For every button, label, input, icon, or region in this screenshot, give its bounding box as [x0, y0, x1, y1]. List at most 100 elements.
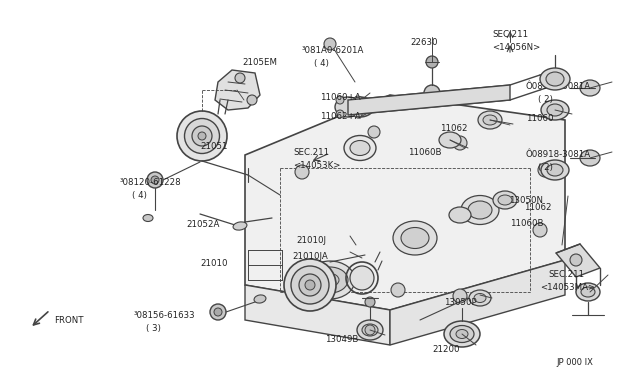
Ellipse shape	[547, 164, 563, 176]
Text: ( 3): ( 3)	[146, 324, 161, 333]
Text: 21010JA: 21010JA	[292, 252, 328, 261]
Text: 11060B: 11060B	[510, 219, 543, 228]
Ellipse shape	[192, 126, 212, 146]
Ellipse shape	[581, 287, 595, 297]
Polygon shape	[390, 260, 565, 345]
Text: ( 2): ( 2)	[538, 95, 553, 104]
Ellipse shape	[351, 100, 369, 113]
Text: SEC.211: SEC.211	[293, 148, 329, 157]
Ellipse shape	[580, 80, 600, 96]
Ellipse shape	[350, 266, 374, 290]
Ellipse shape	[474, 294, 486, 302]
Polygon shape	[245, 285, 390, 345]
Circle shape	[235, 73, 245, 83]
Text: ( 4): ( 4)	[132, 191, 147, 200]
Circle shape	[324, 38, 336, 50]
Ellipse shape	[401, 228, 429, 248]
Text: <14053K>: <14053K>	[293, 161, 340, 170]
Text: FRONT: FRONT	[54, 316, 83, 325]
Ellipse shape	[469, 290, 491, 306]
Ellipse shape	[233, 222, 247, 230]
Ellipse shape	[498, 195, 512, 205]
Ellipse shape	[439, 132, 461, 148]
Ellipse shape	[344, 135, 376, 160]
Ellipse shape	[299, 274, 321, 296]
Circle shape	[538, 163, 552, 177]
Text: 13050N: 13050N	[509, 196, 543, 205]
Circle shape	[453, 136, 467, 150]
Ellipse shape	[547, 104, 563, 116]
Ellipse shape	[483, 115, 497, 125]
Text: 21051: 21051	[200, 142, 227, 151]
Text: 13050P: 13050P	[444, 298, 477, 307]
Ellipse shape	[576, 283, 600, 301]
Text: JP 000 IX: JP 000 IX	[556, 358, 593, 367]
Ellipse shape	[143, 215, 153, 221]
Text: 11062+A: 11062+A	[320, 112, 360, 121]
Ellipse shape	[350, 141, 370, 155]
Circle shape	[426, 56, 438, 68]
Text: 11060+A: 11060+A	[320, 93, 360, 102]
Circle shape	[368, 126, 380, 138]
Text: ( 4): ( 4)	[314, 59, 329, 68]
Circle shape	[354, 96, 362, 104]
Text: 11060: 11060	[526, 114, 554, 123]
Ellipse shape	[254, 295, 266, 303]
Polygon shape	[556, 244, 600, 277]
Text: 21010J: 21010J	[296, 236, 326, 245]
Ellipse shape	[478, 111, 502, 129]
Ellipse shape	[312, 267, 348, 293]
Circle shape	[365, 297, 375, 307]
Text: SEC.211: SEC.211	[492, 30, 528, 39]
Text: Ô08918-3081A: Ô08918-3081A	[526, 82, 591, 91]
Text: Ô08918-3081A: Ô08918-3081A	[526, 150, 591, 159]
Text: 22630: 22630	[410, 38, 438, 47]
Circle shape	[365, 325, 375, 335]
Circle shape	[247, 95, 257, 105]
Ellipse shape	[184, 119, 220, 154]
Text: ³081A0-6201A: ³081A0-6201A	[302, 46, 364, 55]
Circle shape	[354, 110, 362, 118]
Circle shape	[391, 283, 405, 297]
Polygon shape	[348, 85, 510, 115]
Ellipse shape	[393, 221, 437, 255]
Text: ( 2): ( 2)	[538, 163, 553, 172]
Ellipse shape	[493, 191, 517, 209]
Ellipse shape	[461, 196, 499, 224]
Circle shape	[147, 172, 163, 188]
Ellipse shape	[444, 321, 480, 347]
Ellipse shape	[284, 259, 336, 311]
Ellipse shape	[450, 326, 474, 343]
Circle shape	[210, 304, 226, 320]
Polygon shape	[245, 95, 565, 310]
Ellipse shape	[449, 207, 471, 223]
Circle shape	[295, 165, 309, 179]
Ellipse shape	[335, 97, 361, 117]
Ellipse shape	[540, 68, 570, 90]
Ellipse shape	[291, 266, 329, 304]
Ellipse shape	[580, 150, 600, 166]
Text: <14056N>: <14056N>	[492, 43, 540, 52]
Ellipse shape	[546, 72, 564, 86]
Circle shape	[214, 308, 222, 316]
Circle shape	[570, 254, 582, 266]
Ellipse shape	[305, 261, 355, 299]
Text: 21010: 21010	[200, 259, 227, 268]
Ellipse shape	[456, 330, 468, 339]
Text: 13049B: 13049B	[325, 335, 358, 344]
Text: <14053MA>: <14053MA>	[540, 283, 595, 292]
Circle shape	[151, 176, 159, 184]
Ellipse shape	[541, 160, 569, 180]
Circle shape	[336, 110, 344, 118]
Text: 11060B: 11060B	[408, 148, 442, 157]
Ellipse shape	[468, 201, 492, 219]
Circle shape	[336, 96, 344, 104]
Text: 11062: 11062	[524, 203, 552, 212]
Circle shape	[424, 85, 440, 101]
Ellipse shape	[357, 320, 383, 340]
Circle shape	[453, 289, 467, 303]
Ellipse shape	[198, 132, 206, 140]
Polygon shape	[215, 70, 260, 110]
Text: 2105EM: 2105EM	[242, 58, 277, 67]
Text: ³08156-61633: ³08156-61633	[134, 311, 196, 320]
